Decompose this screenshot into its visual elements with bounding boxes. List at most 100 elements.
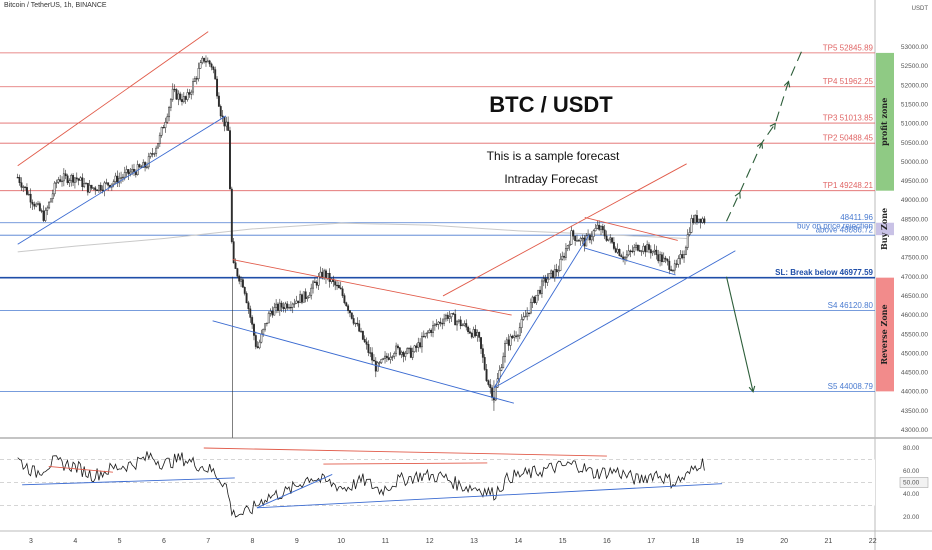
- candle-body: [367, 344, 370, 353]
- candle-body: [673, 263, 676, 271]
- candle-body: [223, 116, 226, 127]
- candle-body: [70, 175, 73, 181]
- candle-body: [391, 356, 394, 358]
- candle-body: [216, 78, 219, 97]
- subtitle-forecast: This is a sample forecast: [487, 149, 620, 163]
- candle-body: [99, 184, 102, 191]
- candle-body: [116, 175, 119, 184]
- candle-body: [313, 281, 316, 283]
- candle-body: [306, 297, 309, 299]
- trend-line: [584, 247, 676, 276]
- candle-body: [40, 210, 43, 212]
- candle-body: [175, 89, 178, 100]
- candle-body: [208, 60, 211, 65]
- candle-body: [195, 78, 198, 80]
- candle-body: [86, 182, 89, 193]
- candle-body: [478, 332, 481, 338]
- price-tick: 49000.00: [901, 197, 928, 204]
- candle-body: [374, 360, 377, 372]
- candle-body: [92, 187, 95, 189]
- candle-body: [319, 271, 322, 277]
- candle-body: [75, 177, 78, 180]
- trend-line: [232, 259, 512, 316]
- candle-body: [129, 171, 132, 175]
- candle-body: [419, 342, 422, 348]
- candle-body: [529, 302, 532, 314]
- candle-body: [46, 207, 49, 211]
- trend-line: [584, 216, 678, 241]
- candle-body: [611, 237, 614, 243]
- moving-average-line: [17, 222, 687, 253]
- time-tick: 12: [426, 538, 434, 545]
- candle-body: [245, 293, 248, 304]
- candle-body: [472, 329, 475, 338]
- time-tick: 14: [514, 538, 522, 545]
- candle-body: [179, 93, 182, 100]
- candle-body: [260, 333, 263, 343]
- candle-body: [310, 287, 313, 296]
- candle-body: [360, 330, 362, 333]
- candle-body: [624, 256, 626, 260]
- candle-body: [487, 380, 490, 385]
- price-tick: 46500.00: [901, 293, 928, 300]
- candle-body: [576, 240, 578, 242]
- candle-body: [642, 245, 645, 252]
- candle-body: [347, 305, 350, 311]
- candle-body: [413, 345, 416, 352]
- candle-body: [201, 57, 204, 64]
- candle-body: [85, 182, 87, 185]
- price-tick: 48000.00: [901, 236, 928, 243]
- candle-body: [649, 249, 652, 254]
- candle-body: [240, 279, 243, 282]
- candle-body: [620, 255, 623, 258]
- candle-body: [149, 153, 152, 157]
- time-tick: 15: [559, 538, 567, 545]
- candle-body: [520, 319, 523, 328]
- candle-body: [675, 263, 678, 265]
- rsi-trend-line: [22, 477, 235, 486]
- candle-body: [596, 224, 599, 229]
- candle-body: [332, 278, 335, 282]
- candle-body: [24, 186, 27, 188]
- candle-body: [646, 244, 649, 253]
- candle-body: [544, 278, 547, 283]
- candle-body: [681, 254, 684, 259]
- candle-body: [193, 78, 196, 82]
- candle-body: [605, 235, 608, 241]
- candle-body: [590, 236, 593, 241]
- candle-body: [655, 249, 658, 255]
- candle-body: [229, 130, 231, 190]
- candle-body: [73, 177, 76, 183]
- time-tick: 9: [295, 538, 299, 545]
- candle-body: [378, 362, 381, 364]
- candle-body: [631, 250, 634, 253]
- forecast-arrowhead: [756, 141, 763, 149]
- candle-body: [308, 294, 311, 298]
- candle-body: [219, 106, 222, 117]
- candle-body: [42, 210, 45, 221]
- candle-body: [18, 177, 21, 183]
- candle-body: [666, 258, 669, 262]
- candle-body: [561, 255, 564, 260]
- candle-body: [439, 321, 442, 324]
- time-tick: 6: [162, 538, 166, 545]
- candle-body: [703, 218, 706, 223]
- rsi-tick: 40.00: [903, 491, 920, 498]
- subtitle-intraday: Intraday Forecast: [504, 172, 598, 186]
- candle-body: [190, 91, 193, 95]
- candle-body: [205, 61, 207, 63]
- candle-body: [437, 321, 440, 325]
- forecast-arrowhead: [769, 122, 776, 130]
- candle-body: [57, 179, 60, 183]
- candle-body: [468, 331, 471, 334]
- candle-body: [94, 187, 97, 191]
- candle-body: [214, 69, 217, 80]
- level-label: TP3 51013.85: [823, 114, 874, 123]
- candle-body: [594, 228, 597, 232]
- candle-body: [127, 169, 130, 175]
- candle-body: [38, 203, 41, 211]
- candle-body: [531, 296, 534, 303]
- candle-body: [227, 121, 230, 131]
- candle-body: [664, 257, 667, 260]
- candle-body: [88, 184, 91, 193]
